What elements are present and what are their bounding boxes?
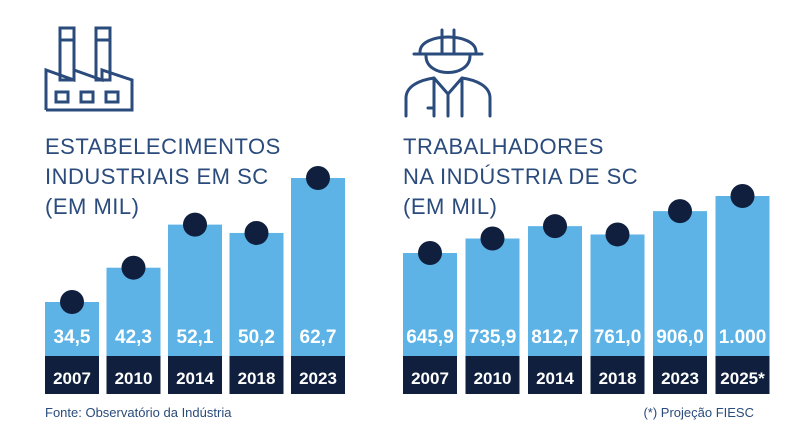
year-band [715,356,770,394]
value-label: 50,2 [238,327,275,348]
value-label: 1.000 [719,327,767,348]
chart-title: TRABALHADORES NA INDÚSTRIA DE SC (EM MIL… [403,134,639,219]
factory-icon [44,26,134,112]
bar [590,234,645,356]
year-band [106,356,161,394]
year-label: 2014 [176,369,214,388]
bar [465,238,520,356]
year-band [590,356,645,394]
worker-hardhat-icon [404,28,492,118]
bar [106,267,161,356]
year-label: 2023 [661,369,699,388]
year-band [465,356,520,394]
year-label: 2018 [238,369,276,388]
year-band [528,356,582,394]
year-label: 2010 [115,369,153,388]
value-label: 906,0 [656,327,704,348]
value-marker-dot [543,214,567,239]
value-marker-dot [183,212,207,237]
year-band [291,356,345,394]
value-label: 42,3 [115,327,152,348]
value-marker-dot [668,199,692,224]
projection-note: (*) Projeção FIESC [643,405,754,420]
value-label: 34,5 [54,327,91,348]
value-marker-dot [480,226,505,251]
value-marker-dot [605,222,630,247]
value-label: 761,0 [594,327,642,348]
bar [291,178,345,356]
bar [653,211,707,356]
value-marker-dot [730,184,755,208]
source-note: Fonte: Observatório da Indústria [45,405,232,420]
year-band [168,356,222,394]
value-label: 812,7 [531,327,579,348]
bar [229,232,284,356]
year-label: 2007 [411,369,449,388]
value-label: 735,9 [469,327,517,348]
bar [715,196,770,356]
value-marker-dot [60,290,84,314]
bar [403,253,457,356]
year-label: 2023 [299,369,337,388]
workers-panel: TRABALHADORES NA INDÚSTRIA DE SC (EM MIL… [390,0,800,441]
value-label: 645,9 [406,327,454,348]
bar [168,224,222,356]
year-label: 2025* [720,369,765,388]
value-marker-dot [244,220,269,245]
value-marker-dot [418,241,442,265]
establishments-panel: ESTABELECIMENTOS INDUSTRIAIS EM SC (EM M… [0,0,380,441]
year-label: 2007 [53,369,91,388]
value-marker-dot [306,166,330,190]
year-label: 2010 [474,369,512,388]
year-band [653,356,707,394]
year-label: 2014 [536,369,574,388]
value-label: 62,7 [300,327,337,348]
year-band [229,356,284,394]
bar [528,226,582,356]
value-label: 52,1 [177,327,214,348]
chart-title: ESTABELECIMENTOS INDUSTRIAIS EM SC (EM M… [45,134,281,219]
value-marker-dot [121,255,146,280]
year-label: 2018 [599,369,637,388]
year-band [403,356,457,394]
year-band [45,356,99,394]
